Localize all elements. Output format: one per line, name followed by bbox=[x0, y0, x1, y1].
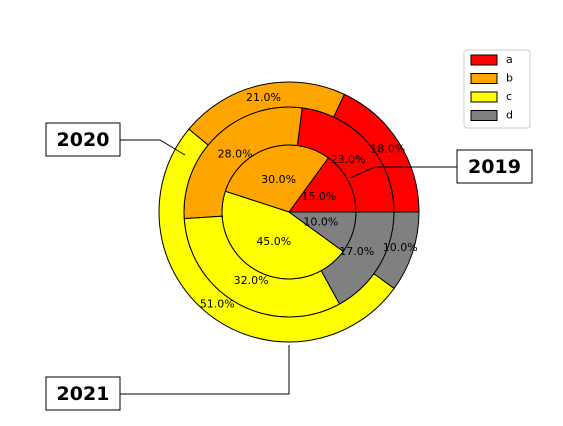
legend-swatch bbox=[470, 110, 498, 121]
value-label: 32.0% bbox=[234, 274, 269, 287]
annotation-box bbox=[456, 149, 533, 184]
legend-swatch bbox=[470, 91, 498, 103]
value-label: 21.0% bbox=[246, 91, 281, 104]
value-label: 51.0% bbox=[200, 297, 235, 310]
annotation-label: 2021 bbox=[57, 383, 110, 405]
legend-label: c bbox=[506, 90, 512, 103]
value-label: 18.0% bbox=[370, 142, 405, 155]
legend-label: a bbox=[506, 53, 513, 66]
value-label: 23.0% bbox=[331, 153, 366, 166]
value-label: 10.0% bbox=[383, 241, 418, 254]
value-label: 10.0% bbox=[303, 215, 338, 228]
value-label: 28.0% bbox=[218, 148, 253, 161]
annotation-line bbox=[120, 345, 290, 395]
legend-label: d bbox=[506, 109, 513, 122]
value-label: 30.0% bbox=[261, 173, 296, 186]
legend-label: b bbox=[506, 72, 513, 85]
legend-swatch bbox=[470, 73, 498, 84]
annotation-box bbox=[45, 376, 121, 411]
value-label: 15.0% bbox=[301, 190, 336, 203]
annotation-line bbox=[120, 139, 186, 156]
legend-swatch bbox=[470, 54, 498, 66]
value-label: 17.0% bbox=[339, 245, 374, 258]
annotation-label: 2019 bbox=[468, 156, 521, 178]
annotation-line bbox=[349, 166, 457, 179]
pie-segment bbox=[373, 211, 420, 290]
value-label: 45.0% bbox=[256, 235, 291, 248]
annotation-label: 2020 bbox=[57, 129, 110, 151]
annotation-box bbox=[45, 122, 121, 157]
legend-frame bbox=[463, 49, 531, 129]
